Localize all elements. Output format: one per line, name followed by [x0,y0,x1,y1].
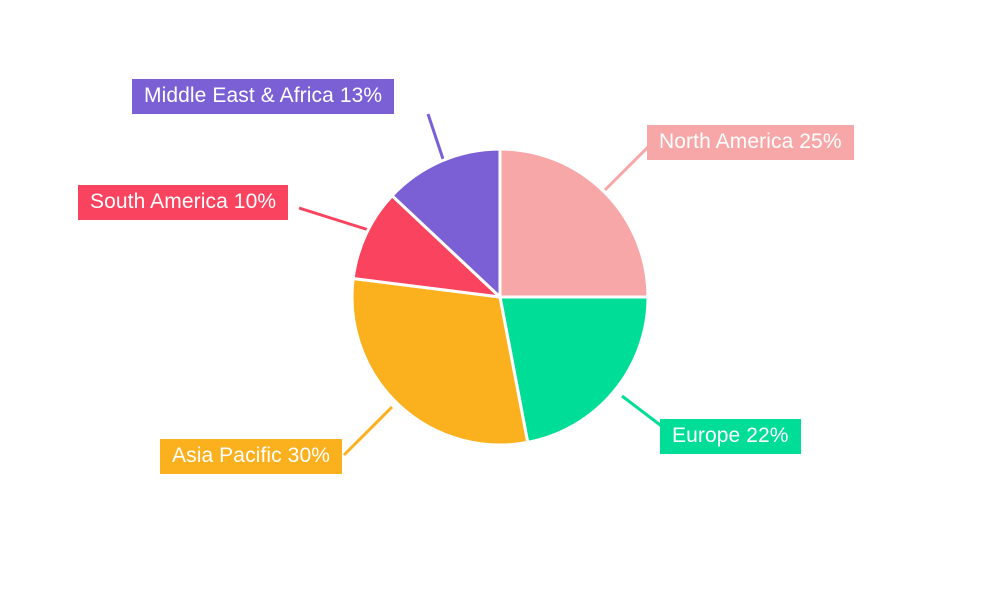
slice-label-south-america-text: South America 10% [90,190,277,213]
leader-line-south-america [298,206,373,233]
pie-slices [350,147,650,447]
pie-slice-europe[interactable] [498,295,650,444]
slice-label-asia-pacific-text: Asia Pacific 30% [172,444,331,467]
slice-label-europe-text: Europe 22% [672,424,789,447]
slice-label-middle-east-africa-text: Middle East & Africa 13% [144,84,383,107]
slice-label-europe[interactable]: Europe 22% [660,419,801,454]
slice-label-asia-pacific[interactable]: Asia Pacific 30% [160,439,343,474]
slice-label-middle-east-africa[interactable]: Middle East & Africa 13% [132,79,395,114]
slice-label-south-america[interactable]: South America 10% [78,185,289,220]
pie-slice-north-america[interactable] [498,147,650,299]
pie-slice-south-america[interactable] [351,194,502,299]
pie-slice-middle-east-africa[interactable] [390,147,502,299]
pie-slice-asia-pacific[interactable] [350,276,530,447]
slice-label-north-america-text: North America 25% [659,130,842,153]
leader-line-asia-pacific [342,405,394,457]
slice-label-north-america[interactable]: North America 25% [647,125,854,160]
leader-line-middle-east-africa [426,113,446,163]
